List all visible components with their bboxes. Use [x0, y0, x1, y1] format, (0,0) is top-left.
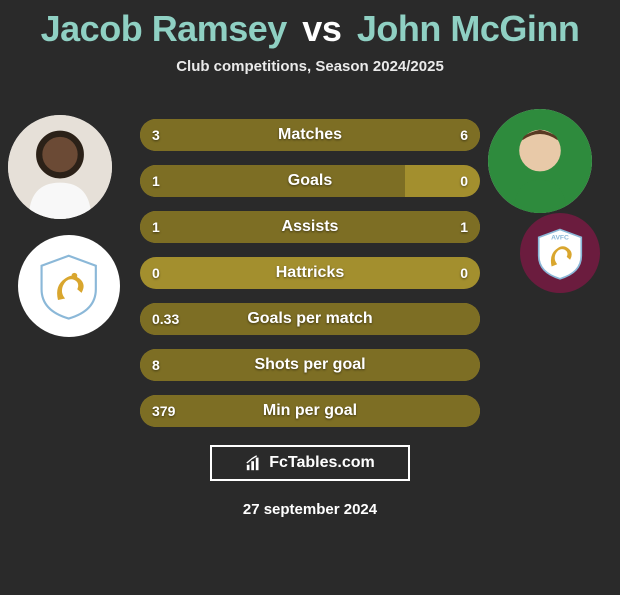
subtitle: Club competitions, Season 2024/2025	[0, 58, 620, 75]
date-label: 27 september 2024	[0, 501, 620, 518]
stat-row: 8Shots per goal	[140, 349, 480, 381]
stat-value-left: 8	[152, 357, 160, 373]
stat-row: 0 0Hattricks	[140, 257, 480, 289]
page-title: Jacob Ramsey vs John McGinn	[0, 8, 620, 50]
stat-row: 0.33Goals per match	[140, 303, 480, 335]
player2-avatar	[488, 109, 592, 213]
stat-value-left: 1	[152, 173, 160, 189]
stat-label: Goals	[140, 172, 480, 190]
stat-value-left: 379	[152, 403, 175, 419]
chart-icon	[245, 454, 263, 472]
stat-label: Assists	[140, 218, 480, 236]
stat-row: 3 6Matches	[140, 119, 480, 151]
player1-name: Jacob Ramsey	[41, 8, 287, 49]
person-icon	[8, 115, 112, 219]
stat-label: Min per goal	[140, 402, 480, 420]
stat-value-right: 6	[460, 127, 468, 143]
stat-value-right: 0	[460, 173, 468, 189]
brand-badge[interactable]: FcTables.com	[210, 445, 410, 481]
stat-row: 1 0Goals	[140, 165, 480, 197]
stat-value-left: 3	[152, 127, 160, 143]
brand-text: FcTables.com	[269, 454, 375, 472]
stat-value-left: 1	[152, 219, 160, 235]
player1-club-badge	[18, 235, 120, 337]
header: Jacob Ramsey vs John McGinn Club competi…	[0, 0, 620, 75]
stat-label: Goals per match	[140, 310, 480, 328]
person-icon	[488, 109, 592, 213]
player2-name: John McGinn	[357, 8, 580, 49]
stat-label: Hattricks	[140, 264, 480, 282]
stat-value-left: 0.33	[152, 311, 179, 327]
stat-label: Matches	[140, 126, 480, 144]
stat-value-left: 0	[152, 265, 160, 281]
player1-avatar	[8, 115, 112, 219]
stat-value-right: 0	[460, 265, 468, 281]
stat-row: 379Min per goal	[140, 395, 480, 427]
svg-text:AVFC: AVFC	[551, 235, 569, 242]
comparison-stage: AVFC FcTables.com 27 september 2024 3 6Ma…	[0, 75, 620, 595]
stat-row: 1 1Assists	[140, 211, 480, 243]
vs-label: vs	[302, 8, 341, 49]
club-crest-icon: AVFC	[532, 225, 588, 281]
stat-value-right: 1	[460, 219, 468, 235]
club-crest-icon	[33, 250, 104, 321]
stat-label: Shots per goal	[140, 356, 480, 374]
player2-club-badge: AVFC	[520, 213, 600, 293]
